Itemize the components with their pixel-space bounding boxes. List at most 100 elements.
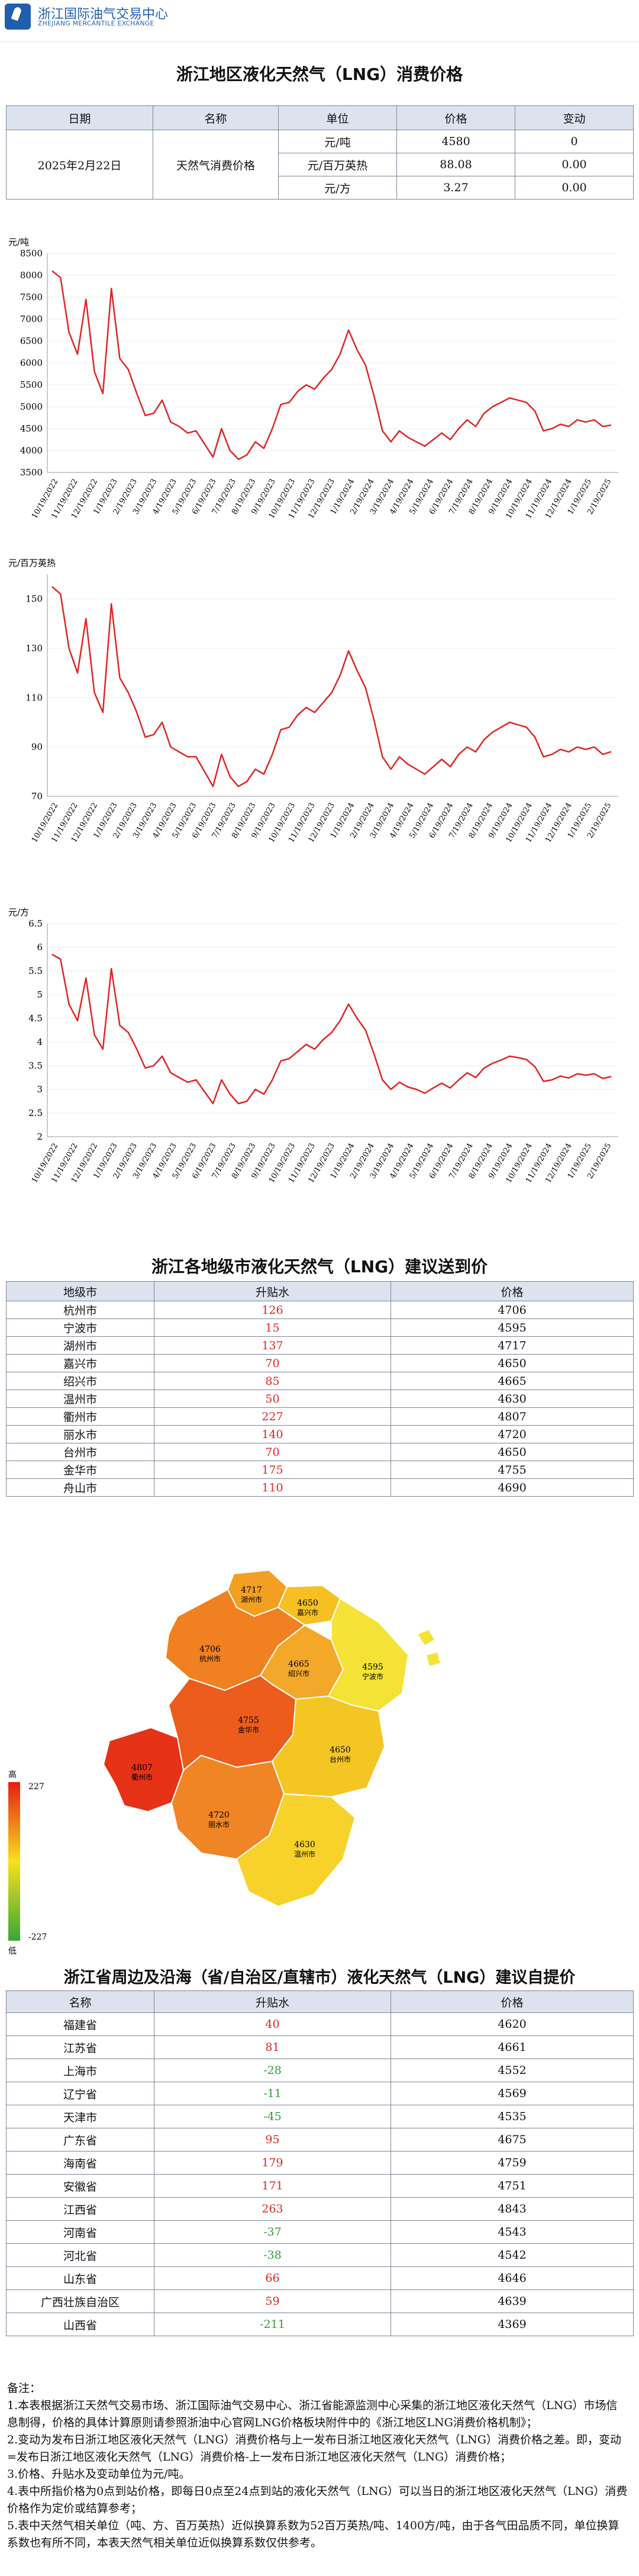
table-row: 广东省 95 4675 bbox=[6, 2128, 634, 2152]
name-cell: 山西省 bbox=[6, 2313, 154, 2336]
table-row: 福建省 40 4620 bbox=[6, 2012, 634, 2036]
map-city-label: 嘉兴市 bbox=[297, 1608, 318, 1617]
premium-cell: 126 bbox=[154, 1301, 391, 1319]
premium-cell: 15 bbox=[154, 1318, 391, 1337]
premium-cell: -45 bbox=[154, 2105, 391, 2128]
y-tick-label: 4.5 bbox=[28, 1013, 43, 1024]
y-tick-label: 5500 bbox=[20, 380, 43, 390]
name-cell: 舟山市 bbox=[6, 1478, 154, 1497]
region-zhoushan[interactable] bbox=[416, 1628, 442, 1668]
map-regions bbox=[102, 1569, 442, 1908]
price-cell: 4650 bbox=[390, 1443, 634, 1461]
col-header-city: 地级市 bbox=[6, 1281, 154, 1301]
premium-cell: 59 bbox=[154, 2289, 391, 2313]
table-header-row: 名称 升贴水 价格 bbox=[6, 1990, 634, 2013]
map-price-label: 4630 bbox=[294, 1840, 315, 1850]
price-cell: 4751 bbox=[390, 2174, 634, 2198]
y-tick-label: 6000 bbox=[20, 358, 43, 368]
name-cell: 江西省 bbox=[6, 2197, 154, 2221]
change-cell: 0.00 bbox=[515, 153, 634, 176]
name-cell: 嘉兴市 bbox=[6, 1354, 154, 1372]
price-cell: 4759 bbox=[390, 2151, 634, 2175]
name-cell: 上海市 bbox=[6, 2059, 154, 2082]
premium-cell: 81 bbox=[154, 2035, 391, 2059]
col-header-price: 价格 bbox=[390, 1990, 634, 2013]
logo-english-name: ZHEJIANG MERCANTILE EXCHANGE bbox=[38, 20, 154, 27]
y-tick-label: 2 bbox=[37, 1131, 43, 1142]
price-per-ton-chart: 元/吨 3500 4000 4500 5000 5500 6000 6500 7000 7500 8… bbox=[8, 237, 618, 520]
notes-section: 备注： 1.本表根据浙江天然气交易市场、浙江国际油气交易中心、浙江省能源监测中心… bbox=[7, 2380, 628, 2552]
map-price-label: 4665 bbox=[288, 1660, 309, 1669]
table-row: 台州市 70 4650 bbox=[6, 1443, 634, 1461]
region-taizhou[interactable] bbox=[271, 1695, 386, 1798]
date-cell: 2025年2月22日 bbox=[6, 130, 153, 200]
price-cell: 4646 bbox=[390, 2266, 634, 2290]
col-header-unit: 单位 bbox=[278, 105, 397, 130]
legend-max-value: 227 bbox=[28, 1782, 44, 1792]
consumer-price-table: 日期 名称 单位 价格 变动 2025年2月22日 天然气消费价格 元/吨 45… bbox=[6, 105, 634, 200]
region-wenzhou[interactable] bbox=[235, 1793, 356, 1908]
price-cell: 4807 bbox=[390, 1407, 634, 1426]
name-cell: 山东省 bbox=[6, 2266, 154, 2290]
change-cell: 0 bbox=[515, 130, 634, 153]
y-tick-label: 5 bbox=[37, 989, 43, 1000]
map-city-label: 衢州市 bbox=[131, 1773, 153, 1781]
name-cell: 绍兴市 bbox=[6, 1372, 154, 1390]
table-row: 江苏省 81 4661 bbox=[6, 2035, 634, 2059]
map-city-label: 湖州市 bbox=[241, 1595, 262, 1604]
table-row: 绍兴市 85 4665 bbox=[6, 1372, 634, 1390]
price-per-cubic-meter-chart: 元/方22.533.544.555.566.510/19/202211/19/2… bbox=[8, 907, 618, 1185]
premium-cell: -211 bbox=[154, 2313, 391, 2336]
province-section-title: 浙江省周边及沿海（省/自治区/直辖市）液化天然气（LNG）建议自提价 bbox=[63, 1969, 576, 1987]
map-city-label: 温州市 bbox=[294, 1850, 315, 1858]
region-quzhou[interactable] bbox=[102, 1726, 185, 1813]
premium-cell: -38 bbox=[154, 2243, 391, 2267]
map-price-label: 4807 bbox=[131, 1763, 153, 1773]
premium-cell: 140 bbox=[154, 1425, 391, 1443]
city-price-table: 地级市 升贴水 价格 杭州市 126 4706 宁波市 15 4595 湖州市 137 4717… bbox=[6, 1281, 634, 1497]
y-tick-label: 150 bbox=[25, 594, 43, 604]
map-city-label: 绍兴市 bbox=[288, 1669, 309, 1678]
premium-cell: 85 bbox=[154, 1372, 391, 1390]
price-series-line bbox=[51, 270, 612, 461]
premium-cell: -11 bbox=[154, 2082, 391, 2105]
change-cell: 0.00 bbox=[515, 176, 634, 200]
y-tick-label: 70 bbox=[31, 791, 43, 802]
note-line: 5.表中天然气相关单位（吨、方、百万英热）近似换算系数为52百万英热/吨、140… bbox=[7, 2519, 619, 2549]
exchange-logo-icon[interactable] bbox=[5, 4, 31, 30]
premium-cell: 95 bbox=[154, 2128, 391, 2152]
premium-cell: 66 bbox=[154, 2266, 391, 2290]
map-price-label: 4595 bbox=[362, 1662, 383, 1672]
name-cell: 杭州市 bbox=[6, 1301, 154, 1319]
price-series-line bbox=[51, 586, 612, 787]
y-tick-label: 7000 bbox=[20, 314, 43, 324]
price-cell: 88.08 bbox=[396, 153, 515, 176]
table-row: 舟山市 110 4690 bbox=[6, 1478, 634, 1497]
price-cell: 4569 bbox=[390, 2082, 634, 2105]
price-cell: 3.27 bbox=[396, 176, 515, 200]
name-cell: 河北省 bbox=[6, 2243, 154, 2267]
name-cell: 湖州市 bbox=[6, 1336, 154, 1355]
y-tick-label: 8500 bbox=[20, 248, 43, 259]
legend-color-bar bbox=[8, 1782, 20, 1941]
table-row: 山西省 -211 4369 bbox=[6, 2313, 634, 2336]
premium-cell: 175 bbox=[154, 1461, 391, 1479]
y-tick-label: 130 bbox=[25, 643, 43, 654]
name-cell: 天津市 bbox=[6, 2105, 154, 2128]
price-series-line bbox=[51, 953, 612, 1105]
price-cell: 4580 bbox=[396, 130, 515, 153]
y-tick-label: 5000 bbox=[20, 401, 43, 412]
name-cell: 辽宁省 bbox=[6, 2082, 154, 2105]
premium-cell: -37 bbox=[154, 2220, 391, 2244]
y-tick-label: 4500 bbox=[20, 423, 43, 434]
table-row: 金华市 175 4755 bbox=[6, 1461, 634, 1479]
region-ningbo[interactable] bbox=[327, 1597, 409, 1712]
logo-chinese-name[interactable]: 浙江国际油气交易中心 bbox=[38, 7, 169, 22]
map-city-label: 杭州市 bbox=[199, 1654, 221, 1663]
legend-min-value: -227 bbox=[28, 1932, 47, 1942]
price-cell: 4535 bbox=[390, 2105, 634, 2128]
table-row: 山东省 66 4646 bbox=[6, 2266, 634, 2290]
province-price-table: 名称 升贴水 价格 福建省 40 4620 江苏省 81 4661 上海市 -28 4552 辽宁… bbox=[6, 1990, 634, 2336]
unit-cell: 元/吨 bbox=[278, 130, 397, 153]
